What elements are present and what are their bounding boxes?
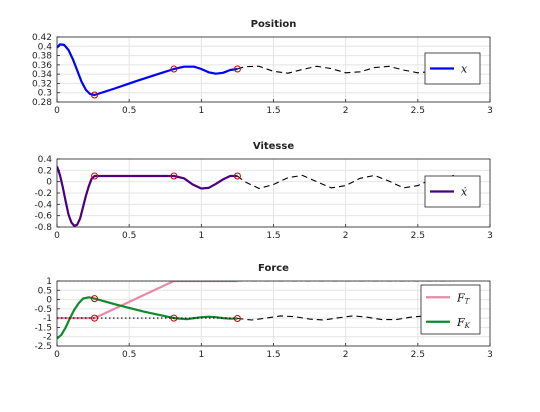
axes-frame	[56, 36, 491, 103]
x-tick-label: 3	[487, 350, 493, 360]
y-tick-label: 0.28	[32, 98, 52, 108]
y-tick-label: -2.5	[34, 342, 52, 352]
y-tick-label: -0.5	[34, 305, 52, 315]
x-tick-label: 2.5	[411, 231, 425, 241]
axes-frame	[56, 280, 491, 347]
series-line-reference	[237, 65, 454, 74]
series-line-reference	[237, 174, 454, 190]
y-tick-label: 0	[46, 296, 52, 306]
x-tick-label: 2.5	[411, 350, 425, 360]
y-tick-label: 0.4	[38, 42, 53, 52]
x-tick-label: 1	[198, 106, 204, 116]
series-line-reference	[237, 315, 454, 321]
y-tick-label: 0.32	[32, 79, 52, 89]
legend-box	[420, 284, 481, 335]
y-tick-label: 0.3	[38, 89, 52, 99]
phase-marker	[170, 172, 178, 180]
y-tick-label: 0.34	[32, 70, 52, 80]
x-tick-label: 2	[343, 350, 349, 360]
y-tick-label: -2	[43, 333, 52, 343]
y-tick-label: 0.36	[32, 61, 52, 71]
x-tick-label: 2.5	[411, 106, 425, 116]
x-tick-label: 2	[343, 231, 349, 241]
series-line-x	[57, 43, 238, 97]
phase-marker	[233, 65, 241, 73]
x-tick-label: 1	[198, 231, 204, 241]
x-tick-label: 3	[487, 106, 493, 116]
legend-subscript: K	[464, 322, 471, 330]
phase-marker	[170, 314, 178, 322]
axes-frame	[56, 158, 491, 228]
chart-title: Vitesse	[253, 141, 294, 152]
legend-label: ẋ	[461, 186, 468, 199]
legend-subscript: T	[465, 297, 471, 305]
x-tick-label: 0	[54, 350, 60, 360]
phase-marker	[233, 172, 241, 180]
y-tick-label: 0	[46, 178, 52, 188]
series-line-FT	[57, 281, 238, 320]
x-tick-label: 1	[198, 350, 204, 360]
phase-marker	[91, 91, 99, 99]
x-tick-label: 2	[343, 106, 349, 116]
x-tick-label: 0.5	[122, 231, 136, 241]
y-tick-label: -0.2	[34, 189, 52, 199]
phase-marker	[170, 65, 178, 73]
series-line-	[57, 166, 238, 227]
y-tick-label: -0.6	[34, 212, 52, 222]
subplot-1: 0 0.5 1 1.5 2 2.5 3 0.280.30.320.340.360.380.40…	[32, 19, 493, 116]
legend: x	[424, 52, 481, 85]
y-tick-label: 0.42	[32, 33, 52, 43]
y-tick-label: -1.5	[34, 323, 52, 333]
chart-title: Position	[251, 19, 297, 30]
x-tick-label: 1.5	[266, 231, 280, 241]
y-tick-label: 0.38	[32, 52, 52, 62]
x-tick-label: 0.5	[122, 106, 136, 116]
x-tick-label: 1.5	[266, 106, 280, 116]
phase-marker	[91, 172, 99, 180]
x-tick-label: 0	[54, 231, 60, 241]
y-tick-label: -1	[43, 314, 52, 324]
y-tick-label: 0.2	[38, 166, 52, 176]
y-tick-label: 0.4	[38, 155, 53, 165]
x-tick-label: 3	[487, 231, 493, 241]
x-tick-label: 0	[54, 106, 60, 116]
legend: ẋ	[424, 175, 481, 208]
x-tick-label: 0.5	[122, 350, 136, 360]
phase-marker	[91, 314, 99, 322]
x-tick-label: 1.5	[266, 350, 280, 360]
chart-title: Force	[258, 263, 289, 274]
phase-marker	[91, 295, 99, 303]
phase-marker	[233, 315, 241, 323]
y-tick-label: -0.4	[34, 200, 52, 210]
legend-label: x	[461, 63, 468, 76]
y-tick-label: 0.5	[38, 286, 52, 296]
subplot-3: 0 0.5 1 1.5 2 2.5 3-2.5-2-1.5-1-0.500.51ForceF…	[34, 263, 492, 360]
y-tick-label: -0.8	[34, 223, 52, 233]
y-tick-label: 1	[46, 277, 52, 287]
subplot-2: 0 0.5 1 1.5 2 2.5 3-0.8-0.6-0.4-0.200.20.4Vite…	[34, 141, 492, 241]
